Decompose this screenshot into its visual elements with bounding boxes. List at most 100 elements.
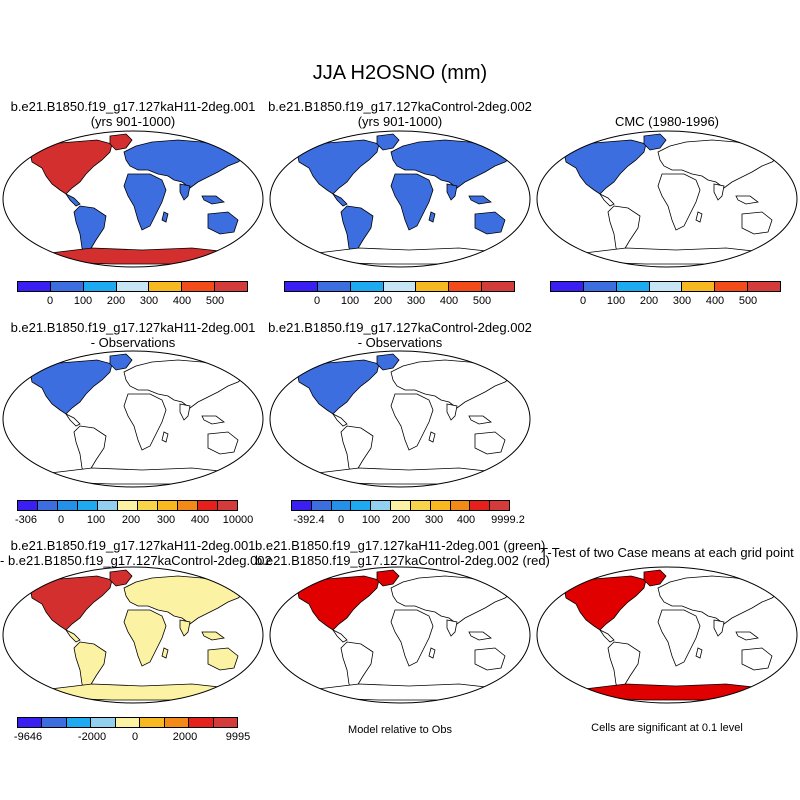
- landmass: [207, 211, 239, 235]
- cb4-tick: 10000: [222, 514, 254, 526]
- landmass: [123, 139, 247, 189]
- colorbar-swatch: [370, 500, 392, 511]
- panel-7-title-line2: b.e21.B1850.f19_g17.127kaControl-2deg.00…: [255, 553, 550, 568]
- landmass: [64, 192, 81, 207]
- cb3-tick: 200: [639, 295, 659, 307]
- panel-3-title-line1: CMC (1980-1996): [614, 114, 720, 129]
- cb5-tick: 400: [456, 514, 476, 526]
- colorbar-swatch: [117, 500, 138, 511]
- figure-title: JJA H2OSNO (mm): [312, 62, 488, 84]
- colorbar-panel-5: [291, 500, 510, 511]
- cb5-tick: 9999.2: [491, 514, 525, 526]
- panel-1-title-line2: (yrs 901-1000): [90, 114, 176, 129]
- colorbar-swatch: [469, 500, 491, 511]
- map-panel-6: [2, 566, 264, 704]
- landmass: [695, 647, 703, 659]
- landmass: [695, 211, 703, 223]
- map-border: [2, 566, 264, 704]
- cb2-tick: 0: [313, 295, 321, 307]
- panel-6-title-line1: b.e21.B1850.f19_g17.127kaH11-2deg.001: [10, 538, 256, 553]
- colorbar-swatch: [382, 281, 417, 292]
- landmass: [657, 575, 781, 625]
- landmass: [643, 569, 667, 587]
- cb4-tick: 200: [121, 514, 141, 526]
- landmass: [390, 609, 434, 667]
- cb4-tick: 0: [57, 514, 65, 526]
- landmass: [428, 431, 436, 443]
- colorbar-swatch: [390, 500, 411, 511]
- panel-4-title: b.e21.B1850.f19_g17.127kaH11-2deg.001 - …: [0, 320, 266, 350]
- cb1-tick: 300: [139, 295, 159, 307]
- colorbar-swatch: [97, 500, 118, 511]
- panel-4-title-line1: b.e21.B1850.f19_g17.127kaH11-2deg.001: [10, 320, 256, 335]
- colorbar-swatch: [212, 717, 238, 728]
- colorbar-panel-1: [17, 281, 249, 292]
- colorbar-swatch: [429, 500, 451, 511]
- colorbar-panel-4: [17, 500, 238, 511]
- map-border: [536, 566, 798, 704]
- cb1-tick: 0: [46, 295, 54, 307]
- cb5-tick: 300: [424, 514, 444, 526]
- landmass: [123, 575, 247, 625]
- map-panel-8: [536, 566, 798, 704]
- antarctica: [574, 683, 763, 701]
- cb3-tick: 300: [672, 295, 692, 307]
- landmass: [296, 575, 380, 631]
- landmass: [468, 415, 492, 425]
- colorbar-swatch: [57, 500, 78, 511]
- panel-4-title-line2: - Observations: [90, 335, 176, 350]
- colorbar-swatch: [284, 281, 318, 292]
- map-border: [269, 350, 531, 488]
- map-panel-2: [269, 130, 531, 268]
- landmass: [179, 183, 191, 201]
- map-panel-4: [2, 350, 264, 488]
- landmass: [161, 211, 169, 223]
- colorbar-swatch: [41, 717, 67, 728]
- landmass: [161, 647, 169, 659]
- cb3-tick: 500: [738, 295, 758, 307]
- cb2-tick: 400: [439, 295, 459, 307]
- landmass: [29, 575, 113, 631]
- landmass: [64, 628, 81, 643]
- landmass: [390, 359, 514, 409]
- landmass: [390, 139, 514, 189]
- colorbar-swatch: [77, 500, 98, 511]
- model-relative-note: Model relative to Obs: [348, 724, 452, 736]
- landmass: [713, 619, 725, 637]
- cb5-tick: 100: [361, 514, 381, 526]
- cb2-tick: 300: [406, 295, 426, 307]
- colorbar-panel-2: [284, 281, 516, 292]
- colorbar-swatch: [148, 281, 183, 292]
- antarctica: [574, 247, 763, 265]
- landmass: [109, 569, 133, 587]
- landmass: [331, 192, 348, 207]
- panel-3-title: CMC (1980-1996): [534, 114, 800, 129]
- landmass: [735, 631, 759, 641]
- panel-5-title: b.e21.B1850.f19_g17.127kaControl-2deg.00…: [266, 320, 534, 350]
- cb4-tick: 300: [156, 514, 176, 526]
- landmass: [201, 415, 225, 425]
- colorbar-panel-6: [17, 717, 238, 728]
- landmass: [446, 619, 458, 637]
- panel-1-title: b.e21.B1850.f19_g17.127kaH11-2deg.001 (y…: [0, 99, 266, 129]
- colorbar-swatch: [90, 717, 116, 728]
- colorbar-swatch: [217, 500, 238, 511]
- antarctica: [40, 683, 229, 701]
- antarctica: [307, 247, 496, 265]
- cb1-tick: 500: [205, 295, 225, 307]
- colorbar-swatch: [582, 281, 617, 292]
- cb2-tick: 500: [472, 295, 492, 307]
- cb5-tick: 0: [337, 514, 345, 526]
- landmass: [29, 359, 113, 415]
- landmass: [510, 669, 518, 679]
- landmass: [243, 669, 251, 679]
- colorbar-swatch: [714, 281, 749, 292]
- cb6-tick: -9646: [13, 731, 43, 743]
- colorbar-swatch: [49, 281, 84, 292]
- landmass: [331, 628, 348, 643]
- cb1-tick: 200: [106, 295, 126, 307]
- colorbar-swatch: [550, 281, 584, 292]
- panel-5-title-line2: - Observations: [357, 335, 443, 350]
- map-panel-3: [536, 130, 798, 268]
- panel-1-title-line1: b.e21.B1850.f19_g17.127kaH11-2deg.001: [10, 99, 256, 114]
